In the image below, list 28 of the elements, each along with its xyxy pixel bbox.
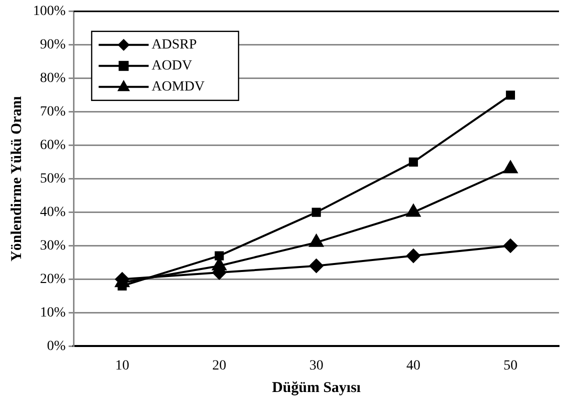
point bbox=[408, 158, 418, 167]
point bbox=[309, 258, 324, 273]
point bbox=[312, 208, 321, 217]
legend-label: AODV bbox=[152, 58, 192, 74]
y-tick-label: 30% bbox=[40, 238, 66, 254]
y-tick-label: 40% bbox=[40, 204, 66, 220]
x-tick-label: 10 bbox=[115, 358, 130, 374]
point bbox=[506, 90, 515, 100]
y-tick-label: 80% bbox=[40, 71, 66, 86]
y-tick-label: 20% bbox=[40, 272, 66, 287]
x-tick-label: 40 bbox=[406, 358, 420, 374]
x-axis-title: Düğüm Sayısı bbox=[272, 380, 361, 396]
y-axis-title: Yönlendirme Yükü Oranı bbox=[8, 96, 25, 262]
legend-label: AOMDV bbox=[152, 80, 205, 95]
y-tick-label: 0% bbox=[46, 338, 66, 354]
x-tick-label: 30 bbox=[309, 358, 324, 374]
point bbox=[503, 238, 518, 253]
point bbox=[214, 251, 224, 260]
x-tick-label: 20 bbox=[212, 358, 226, 374]
legend-label: ADSRP bbox=[152, 38, 198, 53]
point bbox=[406, 248, 420, 263]
y-tick-label: 100% bbox=[32, 4, 66, 20]
y-tick-label: 10% bbox=[40, 305, 66, 320]
y-tick-label: 70% bbox=[40, 104, 66, 120]
x-tick-label: 50 bbox=[503, 358, 518, 374]
y-tick-label: 50% bbox=[40, 171, 66, 186]
y-tick-label: 60% bbox=[40, 138, 66, 153]
y-tick-label: 90% bbox=[40, 38, 66, 53]
